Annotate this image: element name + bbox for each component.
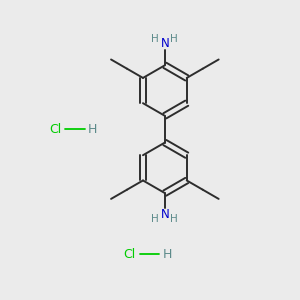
Text: Cl: Cl (49, 123, 61, 136)
Text: H: H (170, 214, 178, 224)
Text: H: H (152, 214, 159, 224)
Text: H: H (163, 248, 172, 260)
Text: H: H (88, 123, 98, 136)
Text: H: H (170, 34, 178, 44)
Text: N: N (160, 38, 169, 50)
Text: Cl: Cl (123, 248, 135, 260)
Text: H: H (152, 34, 159, 44)
Text: N: N (160, 208, 169, 221)
